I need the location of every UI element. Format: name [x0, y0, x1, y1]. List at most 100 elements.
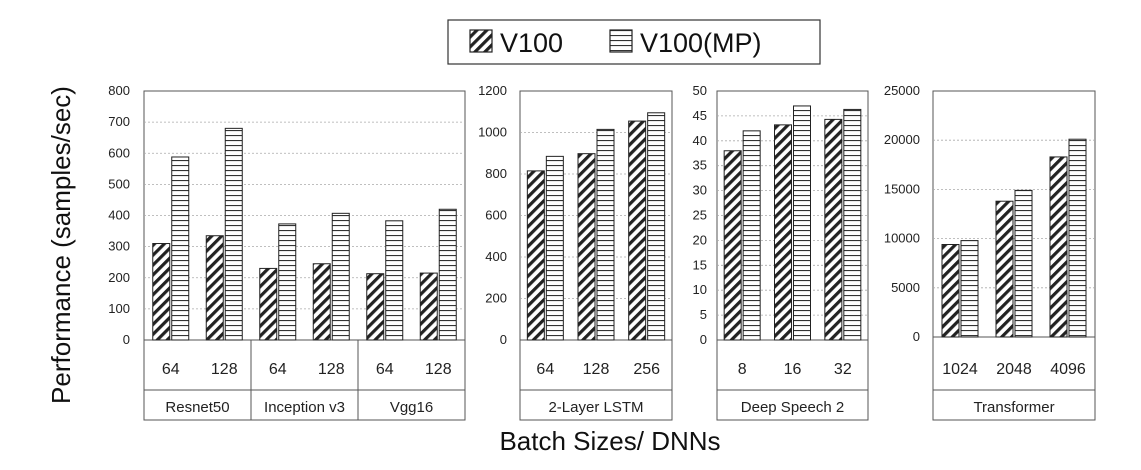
x-tick-label: 1024 — [942, 361, 978, 378]
x-tick-label: 16 — [784, 361, 802, 378]
bar-v100 — [312, 263, 331, 341]
bar-v100 — [774, 124, 792, 341]
y-tick-label: 40 — [693, 133, 707, 148]
bar-v100mp — [385, 220, 404, 341]
y-tick-label: 45 — [693, 108, 707, 123]
y-tick-label: 25 — [693, 208, 707, 223]
bar-v100mp — [1014, 189, 1033, 338]
category-frame — [932, 336, 1096, 421]
bar-v100mp — [224, 127, 243, 341]
y-tick-label: 0 — [500, 332, 507, 347]
y-tick-label: 700 — [108, 114, 130, 129]
x-tick-label: 8 — [738, 361, 747, 378]
bar-v100 — [205, 235, 224, 341]
y-tick-label: 0 — [700, 332, 707, 347]
legend-box — [447, 19, 821, 65]
bar-v100 — [526, 170, 545, 341]
y-tick-label: 400 — [485, 249, 507, 264]
x-tick-label: 128 — [583, 361, 610, 378]
y-tick-label: 10 — [693, 282, 707, 297]
y-tick-label: 1000 — [478, 125, 507, 140]
y-tick-label: 20 — [693, 232, 707, 247]
y-tick-label: 500 — [108, 176, 130, 191]
bar-v100 — [1049, 156, 1068, 338]
chart-panel-3: 0 5 10 15 20 25 30 35 40 45 50 Deep Speech 2 8 16 32 — [693, 83, 869, 421]
category-frame — [143, 339, 466, 421]
y-tick-label: 0 — [123, 332, 130, 347]
legend-swatch-v100mp — [609, 29, 633, 53]
y-tick-label: 1200 — [478, 83, 507, 98]
y-tick-label: 0 — [913, 329, 920, 344]
chart-panel-4: 0 5000 10000 15000 20000 25000 Transformer 1024… — [884, 83, 1096, 421]
y-tick-label: 35 — [693, 158, 707, 173]
x-tick-label: 64 — [536, 361, 554, 378]
bar-v100mp — [1068, 138, 1087, 338]
bar-v100 — [628, 120, 647, 341]
bar-v100 — [419, 272, 438, 341]
bar-v100mp — [596, 128, 615, 341]
bar-v100mp — [793, 105, 811, 341]
group-label: Vgg16 — [390, 399, 433, 416]
y-tick-label: 5 — [700, 307, 707, 322]
x-axis-title: Batch Sizes/ DNNs — [499, 426, 720, 456]
x-tick-label: 128 — [318, 361, 345, 378]
bar-v100mp — [171, 156, 190, 341]
x-tick-label: 32 — [834, 361, 852, 378]
bar-v100 — [577, 153, 596, 341]
bar-v100mp — [960, 240, 979, 338]
legend-swatch-v100 — [469, 29, 493, 53]
y-tick-label: 25000 — [884, 83, 920, 98]
legend: V100 V100(MP) — [447, 19, 821, 65]
y-tick-label: 600 — [485, 208, 507, 223]
group-label: Inception v3 — [264, 399, 345, 416]
bar-v100 — [824, 118, 843, 341]
y-axis-title: Performance (samples/sec) — [46, 86, 76, 404]
x-tick-label: 64 — [376, 361, 394, 378]
bar-v100mp — [545, 155, 564, 341]
group-label: 2-Layer LSTM — [548, 399, 643, 416]
y-tick-label: 50 — [693, 83, 707, 98]
y-tick-label: 200 — [485, 291, 507, 306]
bar-v100 — [259, 267, 278, 341]
bar-v100 — [941, 244, 960, 338]
y-tick-label: 30 — [693, 183, 707, 198]
bar-v100mp — [278, 223, 297, 341]
y-tick-label: 5000 — [891, 280, 920, 295]
y-tick-label: 800 — [108, 83, 130, 98]
x-tick-label: 2048 — [996, 361, 1032, 378]
category-frame — [716, 339, 869, 421]
legend-label-v100: V100 — [500, 28, 563, 58]
x-tick-label: 4096 — [1050, 361, 1086, 378]
bar-v100mp — [843, 108, 862, 341]
group-label: Resnet50 — [165, 399, 229, 416]
bar-v100mp — [331, 212, 350, 341]
chart-panel-2: 0 200 400 600 800 1000 1200 2-Layer LSTM 64 128 25… — [478, 83, 673, 421]
y-tick-label: 400 — [108, 208, 130, 223]
bar-v100 — [366, 273, 385, 341]
bar-v100mp — [647, 112, 666, 341]
y-tick-label: 800 — [485, 166, 507, 181]
y-tick-label: 20000 — [884, 132, 920, 147]
x-tick-label: 128 — [211, 361, 238, 378]
y-tick-label: 10000 — [884, 231, 920, 246]
category-frame — [519, 339, 673, 421]
group-label: Transformer — [973, 399, 1054, 416]
x-tick-label: 64 — [269, 361, 287, 378]
y-tick-label: 300 — [108, 239, 130, 254]
y-tick-label: 200 — [108, 270, 130, 285]
y-tick-label: 15000 — [884, 181, 920, 196]
y-tick-label: 100 — [108, 301, 130, 316]
y-tick-label: 600 — [108, 145, 130, 160]
bar-v100 — [995, 200, 1014, 338]
bar-v100mp — [742, 130, 761, 341]
legend-label-v100mp: V100(MP) — [640, 28, 762, 58]
y-tick-label: 15 — [693, 257, 707, 272]
bar-v100 — [152, 243, 171, 341]
bar-v100 — [723, 150, 742, 341]
chart-panel-1: 0 100 200 300 400 500 600 700 800 Resnet50 Incepti… — [108, 83, 466, 421]
x-tick-label: 64 — [162, 361, 180, 378]
group-label: Deep Speech 2 — [741, 399, 844, 416]
